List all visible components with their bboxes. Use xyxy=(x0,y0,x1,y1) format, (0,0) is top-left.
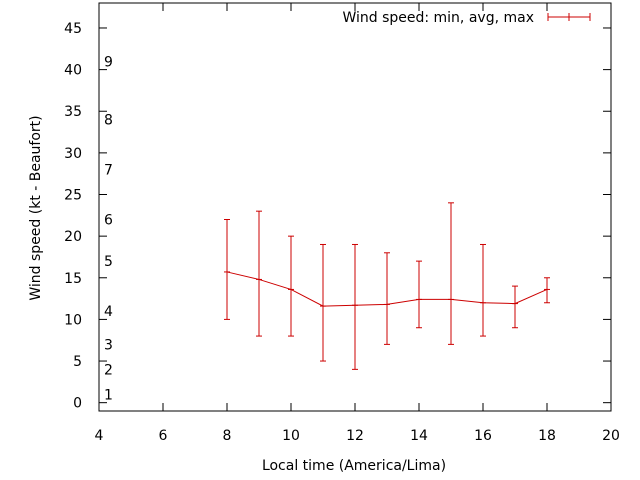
x-tick-label: 12 xyxy=(346,428,364,444)
beaufort-label: 3 xyxy=(104,337,113,353)
beaufort-label: 6 xyxy=(104,212,113,228)
x-tick-label: 16 xyxy=(474,428,492,444)
x-tick-label: 4 xyxy=(95,428,104,444)
y-axis-label: Wind speed (kt - Beaufort) xyxy=(28,115,44,300)
beaufort-label: 8 xyxy=(104,113,113,129)
y-tick-label: 5 xyxy=(73,354,82,370)
legend: Wind speed: min, avg, max xyxy=(342,10,591,26)
x-tick-label: 20 xyxy=(602,428,620,444)
beaufort-label: 9 xyxy=(104,54,113,70)
beaufort-label: 4 xyxy=(104,304,113,320)
x-tick-label: 18 xyxy=(538,428,556,444)
x-tick-label: 14 xyxy=(410,428,428,444)
y-tick-label: 0 xyxy=(73,396,82,412)
y-tick-label: 35 xyxy=(64,104,82,120)
y-tick-label: 20 xyxy=(64,229,82,245)
x-tick-label: 10 xyxy=(282,428,300,444)
y-tick-label: 30 xyxy=(64,146,82,162)
beaufort-label: 5 xyxy=(104,254,113,270)
x-axis-label: Local time (America/Lima) xyxy=(262,458,446,474)
y-tick-label: 25 xyxy=(64,188,82,204)
beaufort-label: 2 xyxy=(104,362,113,378)
beaufort-labels: 1 2 3 4 5 6 7 8 9 xyxy=(104,54,113,403)
series-wind-speed xyxy=(224,202,550,370)
y-tick-label: 40 xyxy=(64,63,82,79)
x-tick-label: 8 xyxy=(223,428,232,444)
legend-label: Wind speed: min, avg, max xyxy=(342,10,534,26)
y-tick-label: 15 xyxy=(64,271,82,287)
beaufort-label: 7 xyxy=(104,163,113,179)
y-tick-label: 45 xyxy=(64,21,82,37)
y-tick-label: 10 xyxy=(64,312,82,328)
x-tick-label: 6 xyxy=(159,428,168,444)
beaufort-label: 1 xyxy=(104,387,113,403)
